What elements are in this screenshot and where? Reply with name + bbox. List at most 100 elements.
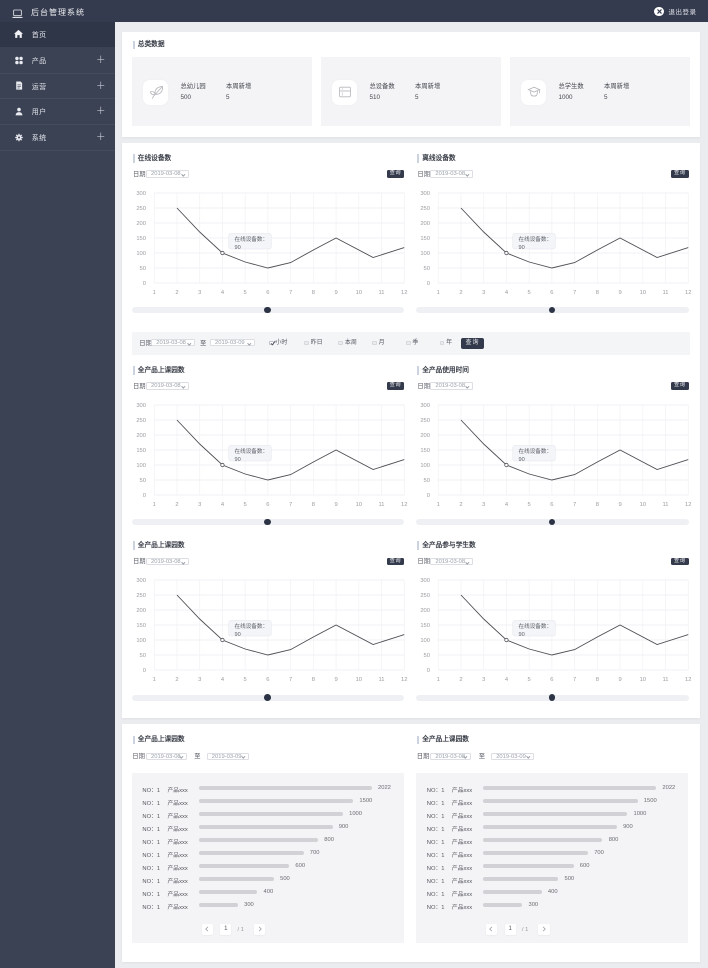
svg-text:1: 1 bbox=[437, 677, 440, 683]
svg-text:8: 8 bbox=[312, 501, 315, 507]
svg-text:0: 0 bbox=[143, 668, 146, 674]
svg-text:0: 0 bbox=[427, 493, 430, 499]
svg-text:0: 0 bbox=[143, 493, 146, 499]
svg-text:6: 6 bbox=[551, 677, 554, 683]
svg-text:4: 4 bbox=[505, 501, 509, 507]
svg-text:11: 11 bbox=[663, 677, 669, 683]
svg-text:5: 5 bbox=[528, 289, 531, 295]
svg-text:250: 250 bbox=[136, 418, 146, 424]
svg-text:8: 8 bbox=[312, 289, 315, 295]
svg-text:6: 6 bbox=[266, 289, 269, 295]
svg-text:在线设备数：: 在线设备数： bbox=[235, 622, 269, 630]
svg-text:100: 100 bbox=[421, 463, 431, 469]
svg-text:5: 5 bbox=[244, 501, 247, 507]
svg-text:9: 9 bbox=[619, 501, 622, 507]
svg-text:100: 100 bbox=[421, 251, 431, 257]
svg-text:150: 150 bbox=[421, 623, 431, 629]
svg-text:50: 50 bbox=[424, 266, 430, 272]
svg-text:50: 50 bbox=[140, 478, 146, 484]
svg-text:50: 50 bbox=[424, 653, 430, 659]
svg-text:4: 4 bbox=[505, 677, 509, 683]
svg-text:4: 4 bbox=[505, 289, 509, 295]
svg-text:0: 0 bbox=[427, 281, 430, 287]
svg-text:7: 7 bbox=[289, 677, 292, 683]
svg-text:11: 11 bbox=[379, 677, 385, 683]
svg-text:150: 150 bbox=[421, 236, 431, 242]
svg-text:250: 250 bbox=[136, 593, 146, 599]
svg-text:1: 1 bbox=[153, 289, 156, 295]
svg-text:10: 10 bbox=[640, 677, 646, 683]
svg-text:250: 250 bbox=[421, 206, 431, 212]
svg-text:2: 2 bbox=[460, 501, 463, 507]
svg-text:7: 7 bbox=[573, 677, 576, 683]
svg-text:7: 7 bbox=[573, 501, 576, 507]
svg-text:9: 9 bbox=[334, 677, 337, 683]
svg-text:3: 3 bbox=[482, 677, 485, 683]
svg-text:7: 7 bbox=[573, 289, 576, 295]
svg-text:7: 7 bbox=[289, 501, 292, 507]
svg-text:200: 200 bbox=[136, 221, 146, 227]
svg-text:11: 11 bbox=[379, 501, 385, 507]
svg-text:2: 2 bbox=[175, 289, 178, 295]
svg-text:1: 1 bbox=[153, 677, 156, 683]
svg-text:250: 250 bbox=[136, 206, 146, 212]
svg-text:0: 0 bbox=[427, 668, 430, 674]
svg-text:50: 50 bbox=[424, 478, 430, 484]
svg-text:12: 12 bbox=[401, 289, 407, 295]
svg-text:300: 300 bbox=[136, 403, 146, 409]
svg-text:150: 150 bbox=[136, 623, 146, 629]
svg-text:150: 150 bbox=[136, 236, 146, 242]
svg-text:9: 9 bbox=[619, 677, 622, 683]
svg-text:100: 100 bbox=[136, 463, 146, 469]
svg-text:8: 8 bbox=[596, 677, 599, 683]
svg-text:7: 7 bbox=[289, 289, 292, 295]
svg-text:10: 10 bbox=[356, 501, 362, 507]
svg-text:200: 200 bbox=[421, 608, 431, 614]
svg-text:11: 11 bbox=[663, 501, 669, 507]
svg-text:300: 300 bbox=[421, 191, 431, 197]
svg-text:90: 90 bbox=[235, 632, 241, 638]
svg-text:12: 12 bbox=[685, 677, 691, 683]
svg-text:150: 150 bbox=[136, 448, 146, 454]
svg-text:3: 3 bbox=[198, 289, 201, 295]
svg-text:250: 250 bbox=[421, 593, 431, 599]
svg-text:1: 1 bbox=[437, 289, 440, 295]
svg-text:6: 6 bbox=[266, 501, 269, 507]
svg-text:90: 90 bbox=[519, 632, 525, 638]
svg-text:1: 1 bbox=[437, 501, 440, 507]
svg-text:200: 200 bbox=[421, 433, 431, 439]
svg-text:10: 10 bbox=[356, 289, 362, 295]
svg-text:8: 8 bbox=[312, 677, 315, 683]
svg-text:0: 0 bbox=[143, 281, 146, 287]
svg-text:9: 9 bbox=[334, 501, 337, 507]
svg-text:6: 6 bbox=[551, 289, 554, 295]
svg-text:3: 3 bbox=[482, 289, 485, 295]
svg-text:在线设备数：: 在线设备数： bbox=[519, 622, 553, 630]
svg-text:2: 2 bbox=[460, 677, 463, 683]
svg-text:90: 90 bbox=[519, 244, 525, 250]
svg-text:200: 200 bbox=[136, 608, 146, 614]
svg-text:4: 4 bbox=[221, 289, 225, 295]
svg-text:在线设备数：: 在线设备数： bbox=[235, 235, 269, 243]
svg-text:50: 50 bbox=[140, 653, 146, 659]
svg-text:250: 250 bbox=[421, 418, 431, 424]
svg-text:5: 5 bbox=[244, 289, 247, 295]
svg-text:3: 3 bbox=[198, 677, 201, 683]
svg-text:5: 5 bbox=[528, 677, 531, 683]
svg-text:在线设备数：: 在线设备数： bbox=[235, 447, 269, 455]
svg-text:10: 10 bbox=[356, 677, 362, 683]
svg-text:90: 90 bbox=[235, 456, 241, 462]
svg-text:100: 100 bbox=[421, 638, 431, 644]
svg-text:10: 10 bbox=[640, 501, 646, 507]
svg-text:90: 90 bbox=[519, 456, 525, 462]
svg-text:3: 3 bbox=[198, 501, 201, 507]
svg-text:2: 2 bbox=[175, 677, 178, 683]
svg-text:100: 100 bbox=[136, 251, 146, 257]
svg-text:2: 2 bbox=[460, 289, 463, 295]
svg-text:4: 4 bbox=[221, 501, 225, 507]
svg-text:在线设备数：: 在线设备数： bbox=[519, 447, 553, 455]
svg-text:100: 100 bbox=[136, 638, 146, 644]
svg-text:300: 300 bbox=[421, 578, 431, 584]
svg-text:3: 3 bbox=[482, 501, 485, 507]
svg-text:200: 200 bbox=[421, 221, 431, 227]
